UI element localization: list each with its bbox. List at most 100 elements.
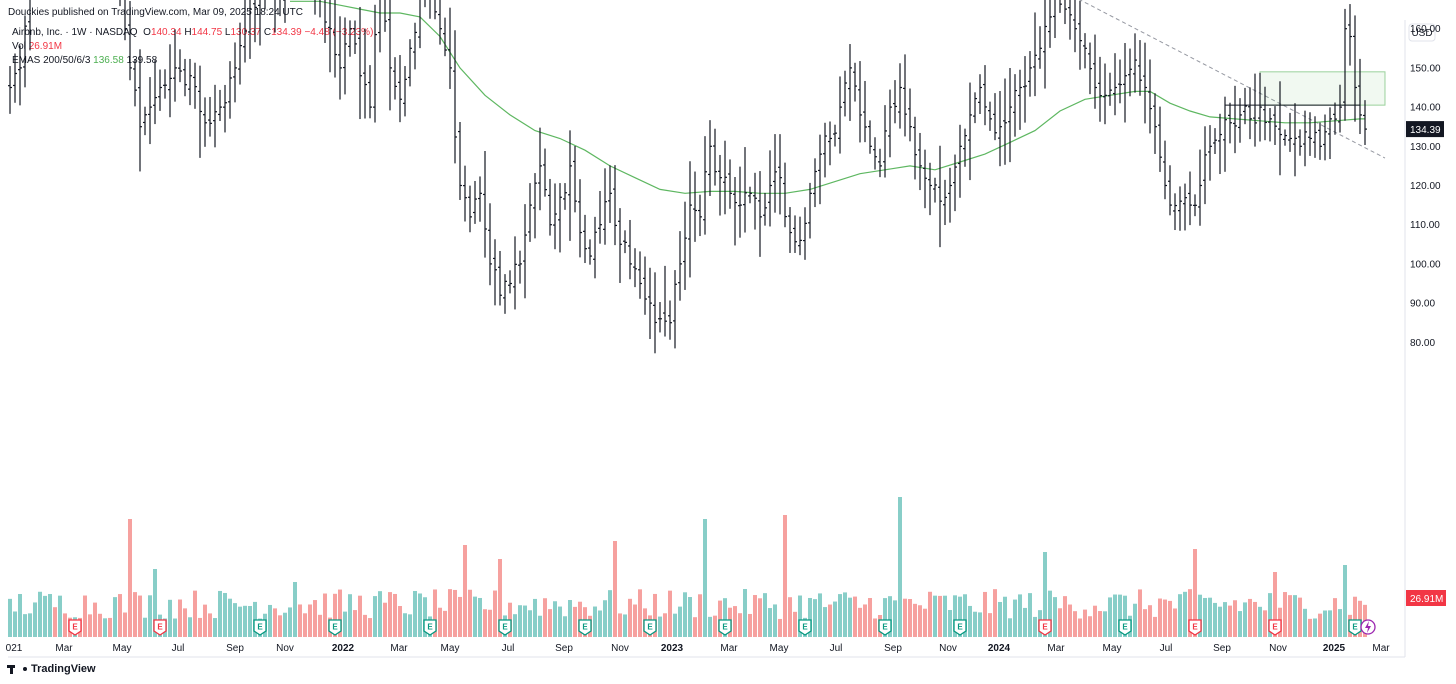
ohlc-bar: [1333, 102, 1337, 135]
volume-bar: [413, 590, 417, 637]
volume-bar: [623, 614, 627, 637]
ohlc-bar: [1053, 0, 1056, 39]
ohlc-bar: [563, 183, 567, 210]
ohlc-bar: [353, 20, 357, 55]
earnings-icon: E: [578, 619, 592, 636]
volume-bar: [513, 614, 517, 637]
x-tick-label: Nov: [1269, 643, 1287, 654]
volume-bar: [858, 607, 862, 637]
x-tick-label: 2023: [661, 643, 684, 654]
ohlc-bar: [438, 0, 442, 45]
ohlc-bar: [1064, 0, 1067, 25]
last-price-tag: 134.39: [1406, 121, 1444, 138]
volume-bar: [113, 597, 117, 637]
ohlc-bar: [1193, 194, 1197, 217]
x-tick-label: Mar: [390, 643, 408, 654]
ema-label[interactable]: EMAS 200/50/6/3: [12, 55, 91, 66]
ohlc-bar: [1298, 129, 1302, 156]
ohlc-bar: [384, 0, 387, 32]
ohlc-bar: [633, 248, 637, 288]
volume-bar: [1203, 597, 1207, 637]
ohlc-bar: [918, 132, 922, 191]
ohlc-bar: [713, 128, 717, 186]
volume-bar: [208, 613, 212, 637]
volume-bar: [323, 593, 327, 637]
volume-bar: [403, 613, 407, 637]
volume-bar: [93, 602, 97, 637]
volume-bar: [1123, 595, 1127, 637]
ohlc-bar: [1258, 72, 1262, 142]
volume-bar: [848, 597, 852, 637]
ohlc-bar: [723, 140, 727, 215]
ohlc-bar: [783, 162, 787, 228]
volume-bar: [363, 614, 367, 637]
volume-bar: [1333, 598, 1337, 637]
volume-bar: [193, 590, 197, 637]
y-tick-label: 120.00: [1410, 181, 1441, 192]
volume-bar: [133, 592, 137, 637]
x-tick-label: Nov: [276, 643, 294, 654]
ohlc-bar: [708, 120, 712, 196]
volume-bar: [783, 515, 787, 637]
x-tick-label: May: [770, 643, 789, 654]
tradingview-logo-icon: [7, 664, 21, 674]
volume-bar: [493, 590, 497, 637]
ohlc-bar: [743, 147, 747, 233]
volume-bar: [1243, 602, 1247, 637]
volume-bar: [973, 611, 977, 637]
ohlc-bar: [758, 171, 762, 257]
ohlc-bar: [983, 65, 987, 126]
volume-bar: [1343, 565, 1347, 637]
ohlc-bar: [908, 88, 912, 142]
volume-bar: [143, 617, 147, 637]
ohlc-bar: [503, 274, 507, 314]
volume-bar: [1173, 608, 1177, 637]
volume-bar: [1133, 603, 1137, 637]
volume-bar: [1103, 611, 1107, 637]
volume-bar: [708, 616, 712, 637]
ohlc-bar: [1003, 78, 1007, 165]
volume-bar: [688, 597, 692, 637]
volume-bar: [718, 600, 722, 637]
earnings-letter: E: [1192, 623, 1198, 632]
volume-bar: [738, 613, 742, 637]
ohlc-bar: [568, 130, 572, 241]
volume-bar: [1293, 595, 1297, 637]
volume-label[interactable]: Vol: [12, 41, 26, 52]
ohlc-bar: [523, 204, 527, 299]
ohlc-bar: [324, 0, 327, 43]
x-tick-label: Sep: [555, 643, 573, 654]
ohlc-bar: [178, 49, 182, 83]
symbol-title[interactable]: Airbnb, Inc. · 1W · NASDAQ: [12, 27, 138, 38]
volume-bar: [18, 594, 22, 637]
ohlc-bar: [548, 178, 552, 236]
ohlc-bar: [373, 4, 377, 123]
volume-bar: [1048, 590, 1052, 637]
volume-bar: [1298, 597, 1302, 637]
ohlc-bar: [1148, 59, 1152, 134]
volume-bar: [478, 597, 482, 637]
volume-bar: [103, 618, 107, 637]
volume-bar: [473, 596, 477, 637]
volume-bar: [828, 604, 832, 637]
ohlc-bar: [1323, 114, 1327, 161]
volume-bar: [633, 604, 637, 637]
volume-bar: [248, 606, 252, 637]
ohlc-bar: [553, 183, 557, 250]
earnings-icon: E: [68, 619, 82, 636]
ohlc-bar: [448, 7, 452, 89]
y-tick-label: 110.00: [1410, 220, 1440, 231]
x-tick-label: May: [1103, 643, 1122, 654]
volume-bar: [168, 599, 172, 637]
volume-bar: [1008, 618, 1012, 637]
volume-bar: [913, 603, 917, 637]
ohlc-bar: [1328, 107, 1332, 160]
earnings-icon: E: [798, 619, 812, 636]
ohlc-bar: [248, 0, 252, 59]
ema-value-1: 136.58: [93, 55, 124, 66]
ohlc-bar: [173, 29, 177, 102]
ohlc-bar: [1248, 87, 1252, 140]
volume-bar: [1208, 597, 1212, 637]
volume-bar: [448, 589, 452, 637]
